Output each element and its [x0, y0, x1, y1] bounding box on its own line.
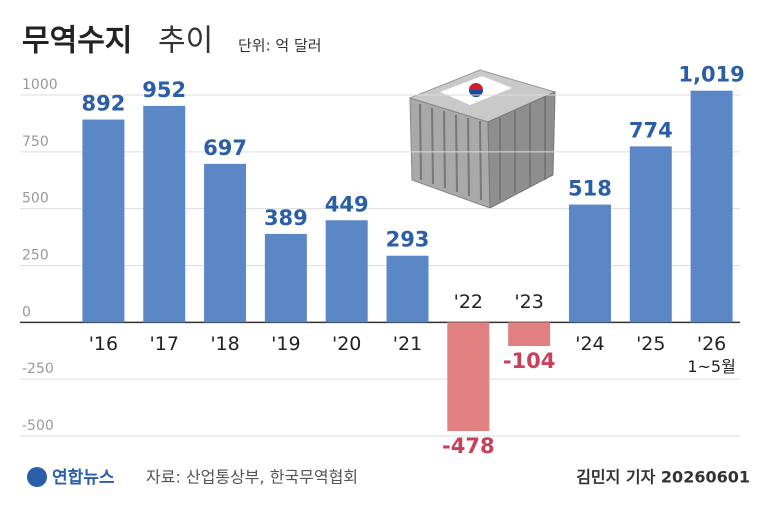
bar — [508, 322, 551, 346]
chart-title-suffix: 추이 — [158, 24, 213, 59]
x-tick-label: '20 — [332, 333, 361, 355]
value-label: 952 — [142, 78, 186, 102]
container-illustration — [408, 69, 557, 209]
bar — [629, 146, 672, 323]
value-label: 1,019 — [678, 63, 744, 87]
x-tick-label: '16 — [89, 333, 118, 355]
source: 자료: 산업통상부, 한국무역협회 — [146, 468, 358, 487]
y-tick-label: -250 — [22, 361, 54, 377]
logo-icon — [27, 467, 47, 487]
bar — [386, 255, 429, 323]
value-label: 518 — [568, 177, 612, 201]
y-tick-label: 250 — [22, 248, 49, 264]
x-tick-label: '18 — [210, 333, 239, 355]
footer: 연합뉴스 자료: 산업통상부, 한국무역협회 김민지 기자 20260601 — [27, 467, 750, 488]
x-tick-label: '21 — [393, 333, 422, 355]
x-tick-label: '25 — [636, 333, 665, 355]
x-tick-label: '22 — [454, 291, 483, 313]
bar — [568, 204, 611, 323]
value-label: 892 — [81, 92, 125, 116]
y-tick-label: 0 — [22, 304, 31, 320]
y-tick-label: 750 — [22, 134, 49, 150]
y-tick-label: 500 — [22, 191, 49, 207]
y-tick-label: 1000 — [22, 77, 58, 93]
logo: 연합뉴스 — [52, 467, 115, 488]
value-label: 389 — [264, 206, 308, 230]
credit: 김민지 기자 20260601 — [576, 468, 750, 487]
value-label: -478 — [442, 434, 495, 458]
value-label: 774 — [629, 118, 673, 142]
bar — [143, 105, 186, 323]
value-label: 697 — [203, 136, 247, 160]
bar — [690, 90, 733, 323]
unit: 단위: 억 달러 — [238, 37, 322, 55]
x-tick-label: '24 — [575, 333, 604, 355]
bar — [325, 220, 368, 323]
value-label: 449 — [325, 192, 369, 216]
y-tick-label: -500 — [22, 418, 54, 434]
value-label: -104 — [503, 349, 556, 373]
value-label: 293 — [386, 228, 430, 252]
category-note: 1~5월 — [687, 357, 736, 376]
x-tick-label: '23 — [514, 291, 543, 313]
x-tick-label: '17 — [150, 333, 179, 355]
bar — [82, 119, 125, 323]
chart-title: 무역수지 — [22, 24, 132, 59]
x-tick-label: '26 — [697, 333, 726, 355]
bar — [264, 233, 307, 323]
bar — [447, 322, 490, 431]
bar — [204, 163, 247, 323]
x-tick-label: '19 — [271, 333, 300, 355]
